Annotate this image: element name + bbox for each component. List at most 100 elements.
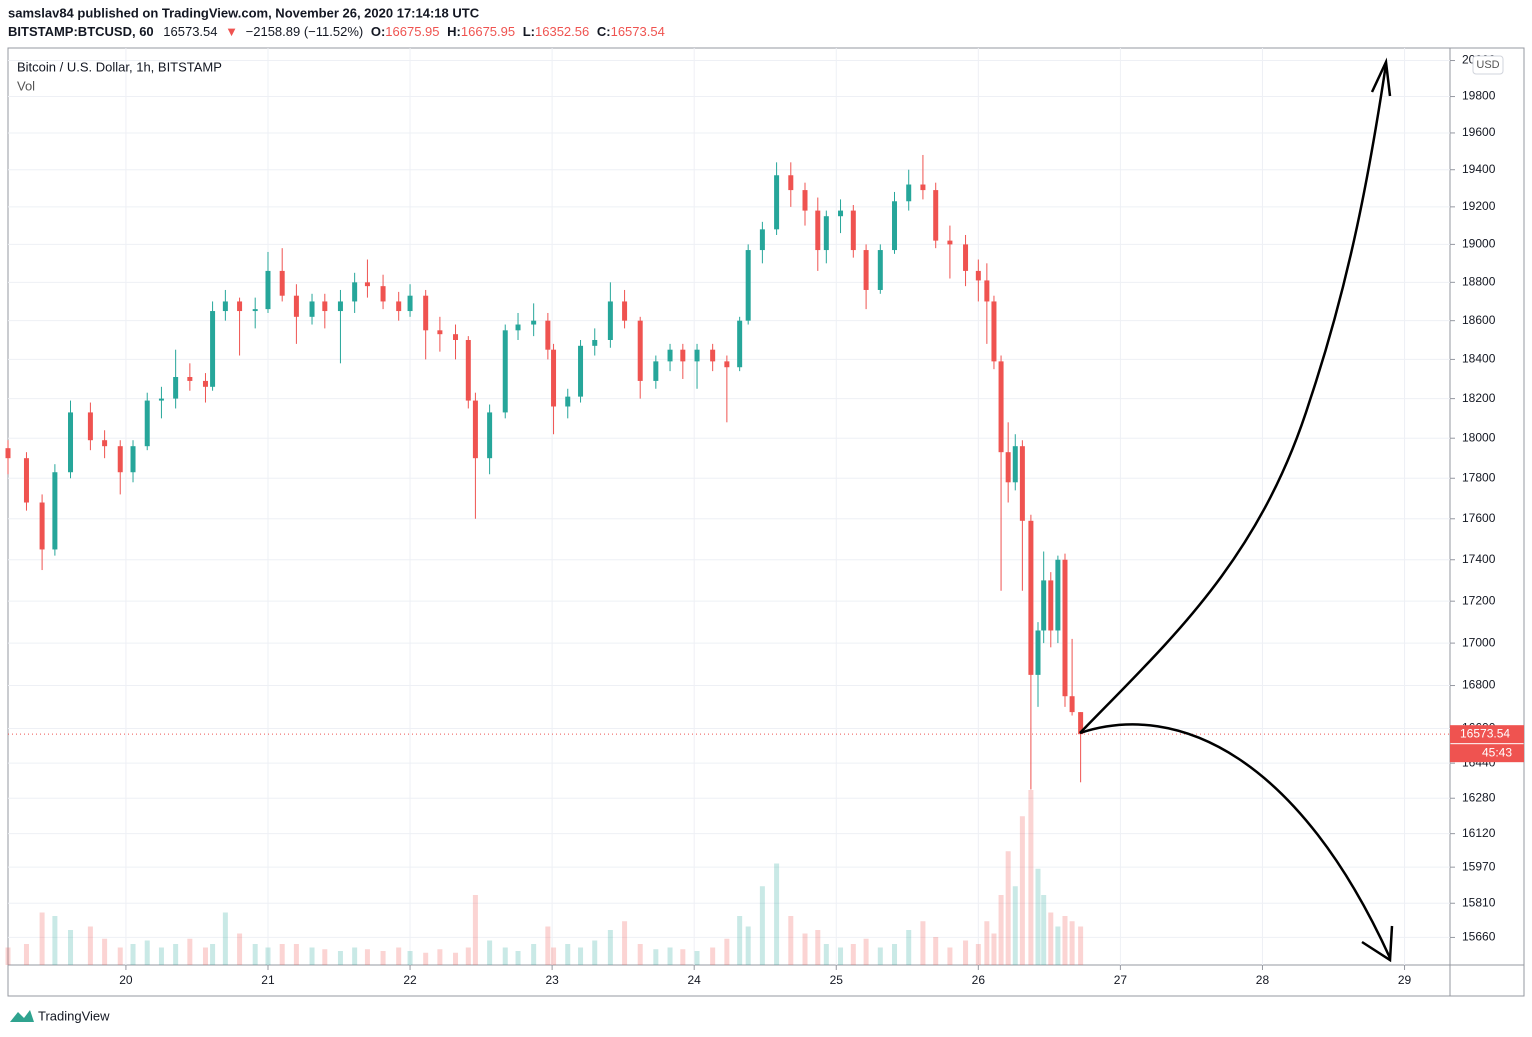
candle-body: [694, 349, 700, 362]
arrow: ▼: [225, 24, 238, 39]
volume-bar: [724, 938, 730, 965]
volume-bar: [710, 947, 716, 965]
brand: TradingView: [10, 1008, 110, 1023]
candle-body: [210, 311, 216, 387]
volume-bar: [759, 886, 765, 965]
candle-body: [117, 446, 123, 473]
volume-bar: [515, 951, 521, 965]
volume-bar: [565, 944, 571, 965]
candle-body: [158, 398, 164, 401]
volume-bar: [984, 921, 990, 965]
candle-body: [1048, 580, 1054, 631]
candle-body: [337, 301, 343, 312]
ohlc-label: L:: [523, 24, 535, 39]
last: 16573.54: [163, 24, 217, 39]
y-tick-label: 17400: [1462, 552, 1496, 566]
volume-bar: [52, 916, 58, 965]
logo: [10, 1010, 34, 1022]
candle-body: [1035, 630, 1041, 675]
candle-body: [863, 250, 869, 290]
volume-bar: [252, 944, 258, 965]
candle-body: [531, 320, 537, 325]
volume-bar: [102, 938, 108, 965]
candle-body: [737, 320, 743, 368]
volume-bar: [396, 947, 402, 965]
brand-name: TradingView: [38, 1008, 110, 1023]
candle-body: [87, 412, 93, 441]
ohlc-value: 16573.54: [611, 24, 665, 39]
author-line: samslav84 published on TradingView.com, …: [8, 5, 480, 20]
volume-bar: [117, 947, 123, 965]
x-tick-label: 25: [830, 973, 844, 987]
volume-bar: [637, 944, 643, 965]
volume: [5, 790, 1084, 965]
volume-bar: [472, 895, 478, 965]
volume-bar: [545, 926, 551, 965]
candle-body: [1062, 559, 1068, 697]
volume-bar: [607, 930, 613, 965]
volume-bar: [265, 947, 271, 965]
candles: [5, 154, 1084, 790]
volume-bar: [5, 947, 11, 965]
volume-bar: [774, 863, 780, 965]
volume-bar: [380, 951, 386, 965]
candle-body: [5, 448, 11, 459]
volume-bar: [906, 930, 912, 965]
volume-bar: [144, 940, 150, 965]
candle-body: [963, 244, 969, 271]
candle-body: [667, 349, 673, 362]
volume-bar: [863, 938, 869, 965]
candle-body: [52, 472, 58, 550]
volume-bar: [1055, 926, 1061, 965]
legend-line: BITSTAMP:BTCUSD, 60 16573.54 ▼ −2158.89 …: [8, 24, 665, 39]
arrow-head: [1370, 57, 1392, 97]
currency-box: [1472, 55, 1504, 75]
volume-label: Vol: [17, 78, 35, 93]
volume-bar: [293, 944, 299, 965]
ohlc-value: 16675.95: [385, 24, 439, 39]
x-tick-label: 20: [119, 973, 133, 987]
x-tick-label: 27: [1114, 973, 1128, 987]
y-tick-label: 19400: [1462, 162, 1496, 176]
volume-bar: [202, 947, 208, 965]
volume-bar: [815, 930, 821, 965]
candle-body: [933, 190, 939, 241]
volume-bar: [187, 938, 193, 965]
y-tick-label: 15810: [1462, 895, 1496, 909]
candle-body: [551, 349, 557, 407]
volume-bar: [465, 947, 471, 965]
volume-bar: [1035, 868, 1041, 965]
candle-body: [1069, 696, 1075, 713]
candle-body: [774, 175, 780, 230]
candle-body: [877, 250, 883, 290]
volume-bar: [39, 912, 45, 965]
volume-bar: [437, 949, 443, 965]
volume-bar: [592, 940, 598, 965]
volume-bar: [551, 947, 557, 965]
candle-body: [68, 412, 74, 473]
volume-bar: [1078, 926, 1084, 965]
candle-body: [293, 295, 299, 317]
candle-body: [759, 229, 765, 251]
y-tick-label: 16800: [1462, 678, 1496, 692]
y-tick-label: 17800: [1462, 470, 1496, 484]
candle-body: [437, 330, 443, 335]
annotation-arrows: [1079, 57, 1394, 963]
volume-bar: [667, 947, 673, 965]
x-tick-label: 22: [403, 973, 417, 987]
y-tick-label: 18200: [1462, 391, 1496, 405]
volume-bar: [933, 937, 939, 965]
volume-bar: [947, 947, 953, 965]
candle-body: [252, 309, 258, 312]
volume-bar: [68, 930, 74, 965]
candle-body: [515, 324, 521, 331]
frame: [7, 47, 1525, 997]
candle-body: [222, 301, 228, 312]
volume-bar: [802, 933, 808, 965]
candle-body: [998, 361, 1004, 453]
candle-body: [565, 396, 571, 407]
candle-body: [991, 301, 997, 362]
y-tick-label: 16120: [1462, 826, 1496, 840]
